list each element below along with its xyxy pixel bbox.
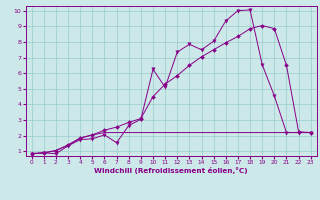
X-axis label: Windchill (Refroidissement éolien,°C): Windchill (Refroidissement éolien,°C)	[94, 167, 248, 174]
